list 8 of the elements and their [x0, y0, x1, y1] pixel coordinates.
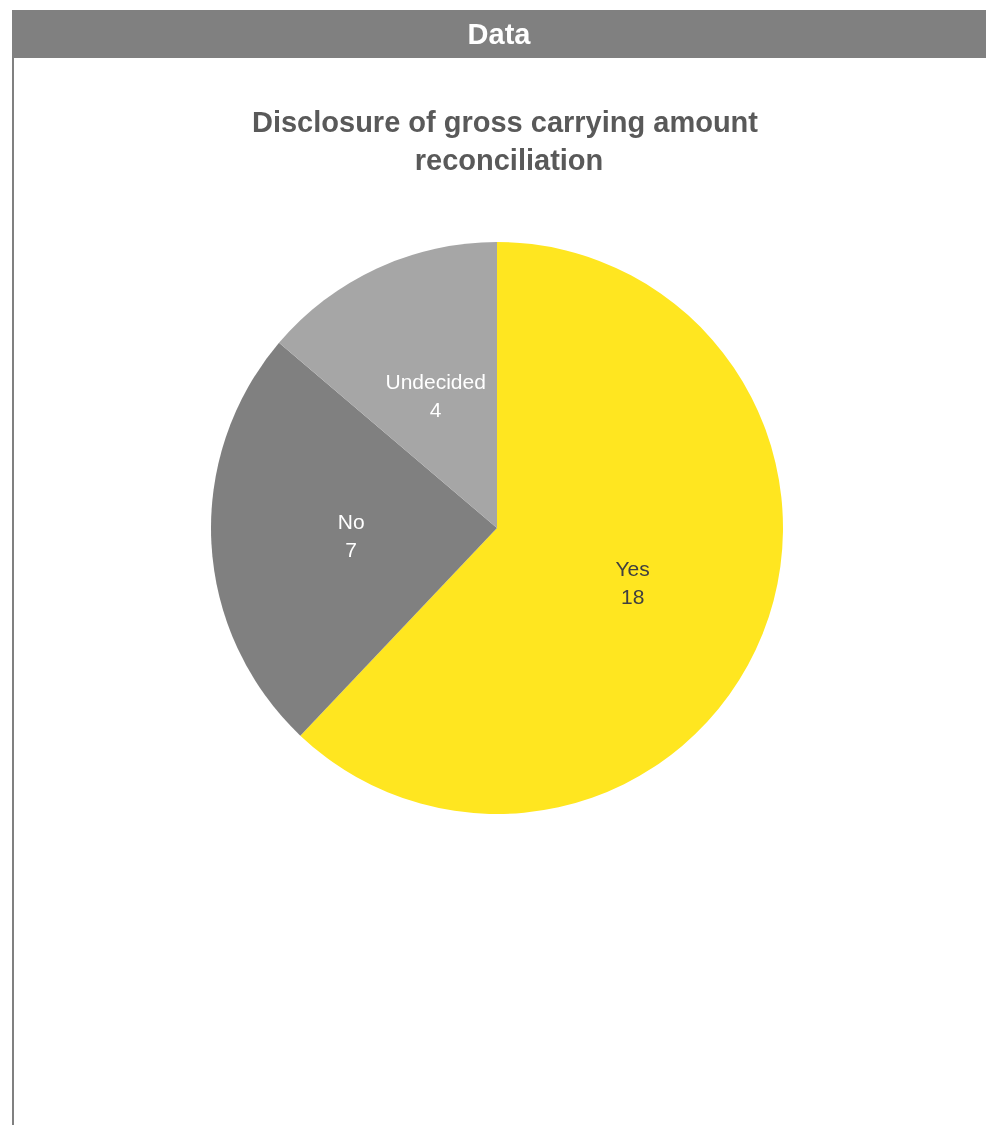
data-label: 7 — [345, 538, 358, 562]
data-label: 4 — [429, 397, 442, 421]
chart-title: Disclosure of gross carrying amount reconciliation — [251, 106, 767, 176]
data-label: 18 — [620, 584, 645, 608]
slice-label: Yes — [615, 556, 650, 580]
text: Data — [12, 10, 986, 58]
slice-label: No — [337, 510, 365, 534]
slice-label: Undecided — [385, 369, 486, 393]
